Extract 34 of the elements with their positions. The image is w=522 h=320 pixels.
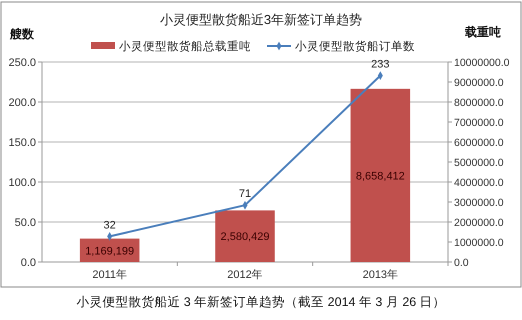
data-label: 71 <box>238 188 252 200</box>
y-tick-label: 0.0 <box>20 257 36 269</box>
y-tick-label: 150.0 <box>8 137 36 149</box>
data-label: 32 <box>104 219 116 232</box>
bar <box>215 210 275 262</box>
y2-tick-label: 5000000.0 <box>454 157 504 169</box>
y2-tick-label: 2000000.0 <box>454 217 504 229</box>
data-label: 233 <box>371 58 390 71</box>
chart-title: 小灵便型散货船近3年新签订单趋势 <box>160 12 362 27</box>
y2-tick-label: 3000000.0 <box>454 197 504 209</box>
y2-tick-label: 10000000.0 <box>454 57 510 69</box>
text: 小灵便型散货船近 3 年新签订单趋势（截至 2014 年 3 月 26 日） <box>76 295 446 309</box>
y2-tick-label: 9000000.0 <box>454 77 504 89</box>
y-tick-label: 200.0 <box>8 97 36 109</box>
y2-tick-label: 1000000.0 <box>454 237 504 249</box>
legend-label: 小灵便型散货船订单数 <box>295 40 415 53</box>
data-label: 8,658,412 <box>356 170 405 182</box>
y-tick-label: 250.0 <box>8 57 36 69</box>
y-axis-title: 艘数 <box>9 27 35 41</box>
x-tick-label: 2011年 <box>92 269 127 281</box>
legend-label: 小灵便型散货船总载重吨 <box>119 40 251 53</box>
y-tick-label: 100.0 <box>8 177 36 189</box>
y2-tick-label: 0.0 <box>454 257 469 269</box>
data-label: 2,580,429 <box>220 231 270 244</box>
y2-axis-title: 载重吨 <box>464 25 501 39</box>
bar <box>350 88 410 262</box>
x-tick-label: 2013年 <box>362 269 398 281</box>
y2-tick-label: 7000000.0 <box>454 117 504 129</box>
y2-tick-label: 4000000.0 <box>454 177 504 189</box>
x-tick-label: 2012年 <box>227 269 263 281</box>
y-tick-label: 50.0 <box>14 217 36 229</box>
data-label: 1,169,199 <box>85 245 134 258</box>
y2-tick-label: 6000000.0 <box>454 137 504 149</box>
y2-tick-label: 8000000.0 <box>454 97 504 109</box>
